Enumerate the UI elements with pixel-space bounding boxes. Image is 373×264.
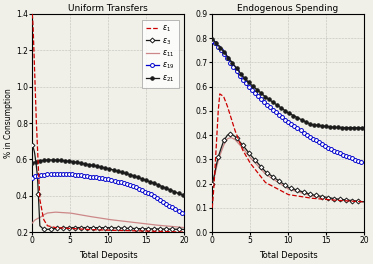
X-axis label: Total Deposits: Total Deposits [259,251,317,260]
Legend: $\varepsilon_{1}$, $\varepsilon_{3}$, $\varepsilon_{11}$, $\varepsilon_{19}$, $\: $\varepsilon_{1}$, $\varepsilon_{3}$, $\… [142,20,179,88]
X-axis label: Total Deposits: Total Deposits [79,251,138,260]
Title: Uniform Transfers: Uniform Transfers [68,4,148,13]
Y-axis label: % in Consumption: % in Consumption [4,88,13,158]
Title: Endogenous Spending: Endogenous Spending [238,4,339,13]
